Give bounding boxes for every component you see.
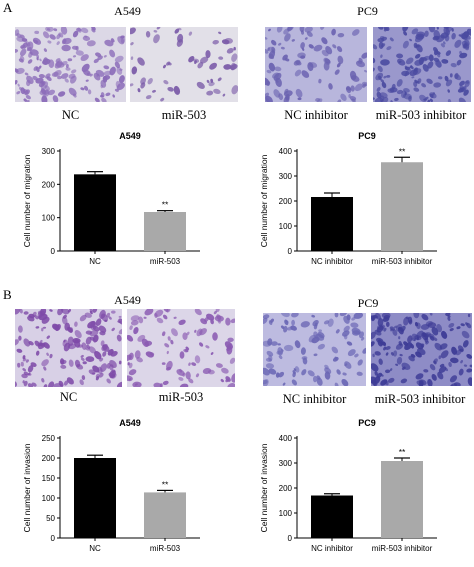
y-tick-label: 250: [42, 434, 56, 443]
x-tick-label: NC: [89, 544, 101, 553]
panel-letter-b: B: [3, 287, 12, 302]
y-axis-label: Cell number of invasion: [22, 443, 32, 532]
micrograph-a549-nc-migration: [15, 27, 126, 102]
bar: [381, 461, 423, 538]
bar: [381, 162, 423, 251]
significance-label: **: [162, 200, 169, 210]
y-axis-label: Cell number of migration: [259, 154, 269, 247]
y-axis-label: Cell number of migration: [22, 154, 32, 247]
x-tick-label: miR-503: [150, 257, 181, 266]
panel-letter-a: A: [3, 0, 13, 15]
x-tick-label: NC inhibitor: [311, 257, 353, 266]
micrograph-a549-mir503-migration: [130, 27, 238, 102]
micrograph-label: miR-503: [161, 108, 207, 122]
significance-label: **: [399, 146, 406, 156]
micrograph-label: miR-503: [158, 390, 204, 404]
bar: [311, 197, 353, 251]
micrograph-label: miR-503 inhibitor: [374, 392, 466, 406]
micrograph-label: NC: [61, 108, 80, 122]
y-tick-label: 0: [288, 534, 293, 543]
y-tick-label: 100: [42, 494, 56, 503]
x-tick-label: NC: [89, 257, 101, 266]
micrograph-label: NC inhibitor: [284, 108, 348, 122]
y-tick-label: 0: [288, 247, 293, 256]
x-tick-label: miR-503 inhibitor: [372, 544, 433, 553]
bar-chart-a549-invasion: A549 Cell number of invasion 0 50 100 150 200 2…: [0, 410, 237, 567]
y-tick-label: 100: [279, 509, 293, 518]
y-tick-label: 400: [279, 434, 293, 443]
y-tick-label: 50: [46, 514, 55, 523]
micrograph-a549-mir503-invasion: [127, 309, 235, 387]
bar: [74, 458, 116, 538]
pc9-invasion-title: PC9: [357, 296, 379, 310]
bar-chart-pc9-invasion: PC9 Cell number of invasion 0 100 200 300 400 N…: [237, 410, 474, 567]
chart-title: A549: [119, 418, 141, 428]
bar: [311, 495, 353, 538]
y-tick-label: 200: [42, 180, 56, 189]
y-axis-label: Cell number of invasion: [259, 443, 269, 532]
chart-title: PC9: [358, 131, 376, 141]
y-tick-label: 150: [42, 474, 56, 483]
x-tick-label: miR-503 inhibitor: [372, 257, 433, 266]
micrograph-label: miR-503 inhibitor: [375, 108, 467, 122]
chart-title: PC9: [358, 418, 376, 428]
pc9-migration-title: PC9: [357, 4, 378, 18]
x-tick-label: NC inhibitor: [311, 544, 353, 553]
micrograph-label: NC: [59, 390, 78, 404]
y-tick-label: 400: [279, 147, 293, 156]
bar-chart-a549-migration: A549 Cell number of migration 0 100 200 300 NC…: [0, 123, 237, 280]
y-tick-label: 100: [279, 222, 293, 231]
micrograph-label: NC inhibitor: [282, 392, 347, 406]
y-tick-label: 300: [279, 172, 293, 181]
x-tick-label: miR-503: [150, 544, 181, 553]
micrograph-pc9-nc-inhibitor-invasion: [263, 313, 366, 386]
y-tick-label: 100: [42, 214, 56, 223]
y-tick-label: 300: [42, 147, 56, 156]
micrograph-a549-nc-invasion: [15, 309, 122, 387]
micrograph-pc9-mir503-inhibitor-invasion: [371, 313, 472, 386]
bar-chart-pc9-migration: PC9 Cell number of migration 0 100 200 300 400…: [237, 123, 474, 280]
y-tick-label: 0: [51, 534, 56, 543]
bar: [144, 492, 186, 538]
y-tick-label: 200: [279, 197, 293, 206]
significance-label: **: [399, 447, 406, 457]
y-tick-label: 200: [279, 484, 293, 493]
y-tick-label: 300: [279, 459, 293, 468]
micrograph-pc9-nc-inhibitor-migration: [265, 27, 367, 102]
y-tick-label: 200: [42, 454, 56, 463]
a549-invasion-title: A549: [114, 293, 141, 307]
micrograph-pc9-mir503-inhibitor-migration: [373, 27, 471, 102]
significance-label: **: [162, 479, 169, 489]
bar: [74, 174, 116, 251]
chart-title: A549: [119, 131, 141, 141]
bar: [144, 212, 186, 251]
a549-migration-title: A549: [114, 4, 141, 18]
y-tick-label: 0: [51, 247, 56, 256]
